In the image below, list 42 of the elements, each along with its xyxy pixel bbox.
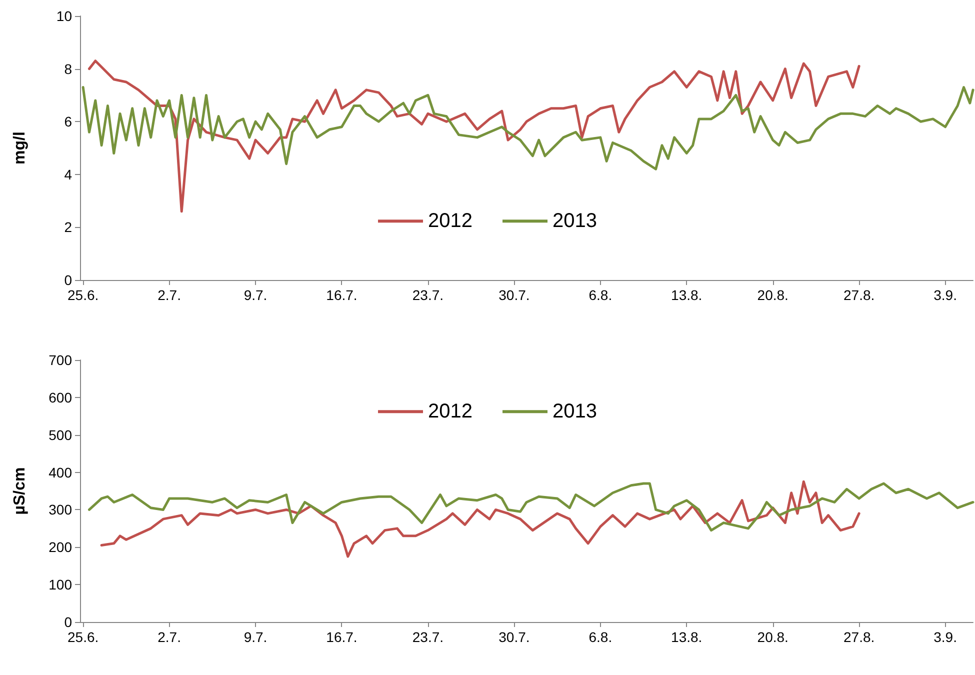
x-tick-label: 13.8.: [671, 287, 702, 303]
y-tick-label: 100: [48, 576, 72, 593]
x-tick-label: 23.7.: [412, 629, 444, 645]
y-tick-label: 600: [48, 389, 72, 406]
y-axis-title: mg/l: [12, 132, 28, 164]
y-tick-label: 0: [64, 614, 72, 630]
x-tick-label: 2.7.: [158, 629, 181, 645]
x-tick-label: 23.7.: [412, 287, 444, 303]
x-tick-label: 30.7.: [498, 287, 530, 303]
y-tick-label: 0: [64, 272, 72, 288]
y-tick-label: 200: [48, 539, 72, 556]
x-tick-label: 20.8.: [757, 629, 788, 645]
x-tick-label: 13.8.: [671, 629, 702, 645]
y-axis-title: µS/cm: [12, 467, 28, 515]
x-tick-label: 6.8.: [588, 629, 612, 645]
x-tick-label: 9.7.: [244, 629, 268, 645]
x-tick-label: 25.6.: [68, 629, 99, 645]
x-tick-label: 16.7.: [326, 629, 358, 645]
legend-label: 2013: [552, 400, 597, 423]
y-tick-label: 300: [48, 502, 72, 518]
y-tick-label: 8: [64, 60, 72, 77]
y-tick-label: 6: [64, 114, 72, 130]
x-tick-label: 16.7.: [326, 287, 358, 303]
x-tick-label: 3.9.: [934, 287, 957, 303]
legend-label: 2013: [552, 210, 597, 232]
legend-label: 2012: [428, 210, 473, 232]
x-tick-label: 30.7.: [498, 629, 530, 645]
legend-label: 2012: [428, 400, 473, 423]
y-tick-label: 4: [64, 166, 72, 182]
x-tick-label: 2.7.: [158, 287, 181, 303]
x-tick-label: 6.8.: [588, 287, 612, 303]
y-tick-label: 400: [48, 464, 72, 480]
x-tick-label: 3.9.: [934, 629, 957, 645]
x-tick-label: 9.7.: [244, 287, 268, 303]
y-tick-label: 2: [64, 219, 72, 236]
y-tick-label: 500: [48, 426, 72, 443]
x-tick-label: 27.8.: [843, 287, 875, 303]
y-tick-label: 10: [56, 8, 72, 24]
x-tick-label: 20.8.: [757, 287, 788, 303]
x-tick-label: 27.8.: [843, 629, 875, 645]
x-tick-label: 25.6.: [68, 287, 99, 303]
y-tick-label: 700: [48, 352, 72, 368]
